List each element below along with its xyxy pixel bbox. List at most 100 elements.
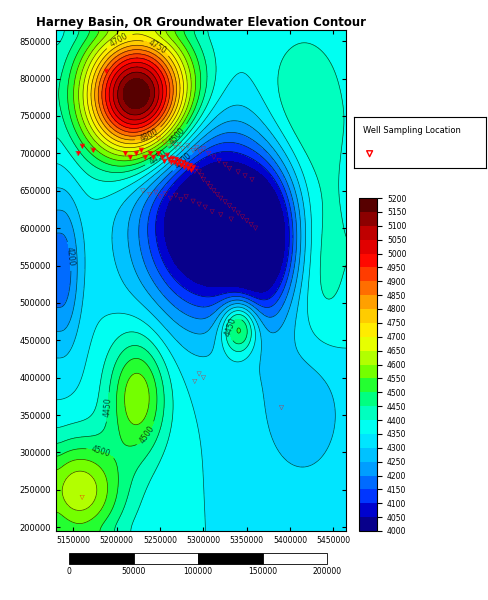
Point [177,161,185,170]
Point [137,145,145,154]
Point [227,214,235,224]
Point [166,158,174,167]
Point [172,155,180,164]
Point [146,149,154,158]
Point [122,149,129,158]
Point [161,156,168,166]
Point [221,160,229,169]
Point [170,158,178,167]
Point [241,171,249,181]
Point [181,162,188,172]
Point [149,152,157,162]
Point [193,143,201,152]
Point [165,155,173,164]
Bar [134,553,198,564]
Point [187,165,195,175]
Point [205,149,213,158]
Text: 4500: 4500 [90,445,111,459]
Point [191,167,199,176]
Bar [263,553,327,564]
Point [166,193,174,203]
Point [158,152,166,162]
Text: 4450: 4450 [103,397,113,417]
Point [165,141,173,151]
Point [184,164,192,173]
Point [175,140,183,149]
Point [210,152,218,162]
Point [139,186,147,196]
Point [196,147,204,157]
Point [146,190,154,199]
Point [175,156,183,166]
Point [248,175,256,184]
Point [200,144,207,154]
Point [201,202,209,212]
Point [161,156,168,166]
Point [102,67,110,76]
Point [204,178,212,188]
Point [210,186,218,196]
Point [78,493,86,502]
Point [163,150,171,160]
Point [215,156,223,166]
Title: Harney Basin, OR Groundwater Elevation Contour: Harney Basin, OR Groundwater Elevation C… [36,16,366,29]
Point [126,152,134,162]
Point [74,149,81,158]
Point [172,155,180,164]
Text: 4500: 4500 [168,125,187,146]
Point [141,152,148,162]
Point [200,373,207,383]
Point [177,161,185,170]
Point [168,153,176,163]
Point [179,158,186,167]
Point [137,145,145,154]
Point [165,155,173,164]
Point [198,171,205,181]
Text: 200000: 200000 [312,568,342,577]
Point [225,201,233,211]
Point [200,175,207,184]
Point [234,167,242,177]
Point [89,145,97,154]
Point [122,149,129,158]
Point [126,152,134,162]
Point [78,141,86,151]
Text: 4200: 4200 [173,151,194,170]
Point [239,212,246,222]
Point [225,164,233,173]
Point [230,205,238,214]
Point [89,145,97,154]
Point [146,149,154,158]
Point [78,141,86,151]
Point [132,149,140,158]
Point [206,182,214,192]
Point [152,187,160,197]
Point [208,207,216,217]
Bar [198,553,263,564]
Point [189,162,197,172]
Point [163,150,171,160]
Point [169,138,177,148]
Point [177,195,185,205]
Point [166,158,174,167]
Point [174,159,182,169]
Point [234,208,242,218]
Point [155,149,163,158]
Point [156,192,164,202]
Point [184,141,192,151]
Point [179,144,186,154]
Text: 4750: 4750 [146,38,168,55]
Point [217,193,224,203]
Point [195,199,203,209]
Point [221,197,229,207]
Point [155,134,163,143]
Point [187,165,195,175]
Text: 100000: 100000 [183,568,213,577]
Point [179,158,186,167]
Point [189,196,197,206]
Point [149,152,157,162]
Point [193,164,201,173]
Point [191,377,199,386]
Point [182,192,190,202]
Text: 4500: 4500 [138,424,157,445]
